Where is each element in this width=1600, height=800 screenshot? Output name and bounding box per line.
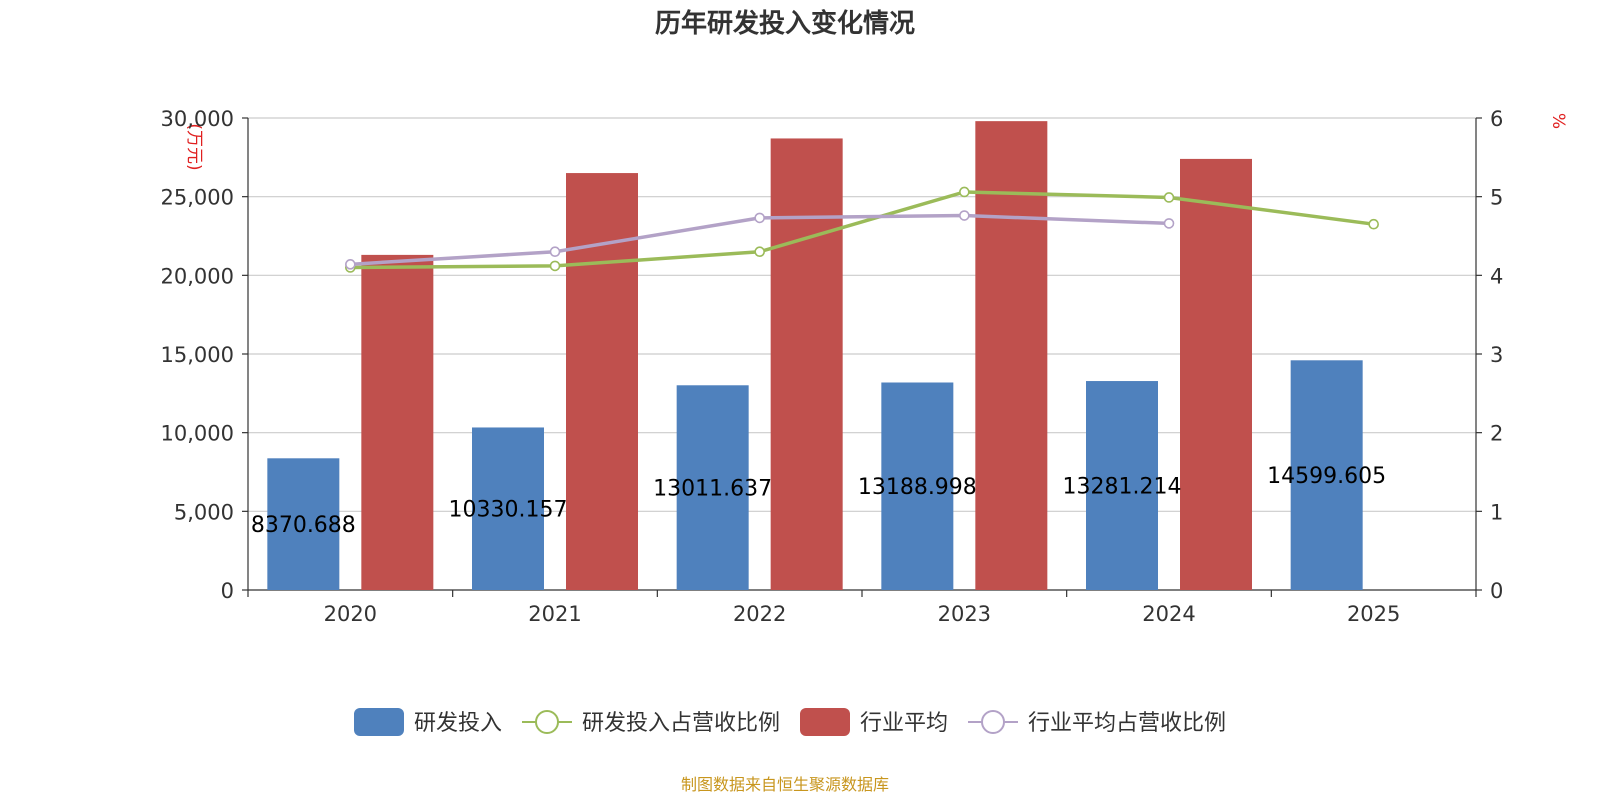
left-tick-label: 0 [221,579,234,603]
legend: 研发投入 研发投入占营收比例 行业平均 行业平均占营收比例 [354,708,1226,736]
data-label: 13011.637 [653,477,772,502]
bar-研发投入-2021 [472,427,544,590]
left-tick-label: 25,000 [161,186,234,210]
left-tick-label: 20,000 [161,264,234,288]
lines [345,186,1379,273]
line-研发投入占营收比例 [350,190,1374,270]
bar-行业平均-2024 [1180,158,1252,590]
data-label: 10330.157 [449,498,568,523]
data-label: 13188.998 [858,475,977,500]
right-tick-label: 0 [1490,579,1503,603]
right-tick-label: 2 [1490,422,1503,446]
bar-行业平均-2021 [566,173,638,591]
x-tick-label: 2022 [733,602,786,626]
x-tick-label: 2020 [324,602,377,626]
bar-研发投入-2022 [676,385,749,590]
data-labels: 8370.688 10330.157 13011.637 13188.998 13281… [251,464,1386,538]
source-note: 制图数据来自恒生聚源数据库 [681,775,889,794]
axes: 0 5,000 10,000 15,000 20,000 25,000 30,000 0 1 2 3… [161,107,1504,626]
point-行业平均占营收比例 [345,259,356,270]
right-tick-label: 3 [1490,343,1503,367]
bar-研发投入-2023 [881,382,954,590]
legend-swatch-行业平均 [800,708,850,736]
data-label: 8370.688 [251,513,356,538]
right-tick-label: 4 [1490,264,1503,288]
left-tick-label: 5,000 [174,500,234,524]
point-行业平均占营收比例 [959,210,970,221]
gridlines [248,117,1476,512]
x-tick-label: 2023 [938,602,991,626]
bar-行业平均-2022 [770,138,843,590]
bar-研发投入-2024 [1086,381,1158,590]
bars [267,121,1363,591]
data-label: 13281.214 [1063,475,1182,500]
legend-label: 行业平均 [860,711,948,736]
left-tick-label: 30,000 [161,107,234,131]
left-tick-label: 15,000 [161,343,234,367]
x-tick-label: 2021 [528,602,581,626]
legend-label: 研发投入占营收比例 [582,711,780,736]
left-axis-unit: (万元) [184,123,204,170]
bar-行业平均-2020 [361,254,434,590]
point-研发投入占营收比例 [754,246,765,258]
left-tick-label: 10,000 [161,422,234,446]
legend-marker-研发投入占营收比例 [535,710,559,734]
bar-研发投入-2025 [1290,360,1363,590]
point-研发投入占营收比例 [1368,218,1379,230]
x-tick-label: 2025 [1347,602,1400,626]
legend-swatch-研发投入 [354,708,404,736]
legend-label: 行业平均占营收比例 [1028,711,1226,736]
right-tick-label: 6 [1490,107,1503,131]
point-研发投入占营收比例 [1163,192,1175,203]
data-label: 14599.605 [1267,464,1386,489]
right-tick-label: 1 [1490,500,1503,524]
point-行业平均占营收比例 [754,212,765,224]
right-tick-label: 5 [1490,186,1503,210]
legend-label: 研发投入 [414,711,502,736]
point-行业平均占营收比例 [1163,218,1175,229]
chart-title: 历年研发投入变化情况 [655,8,915,39]
point-行业平均占营收比例 [549,246,561,258]
right-axis-unit: % [1548,113,1568,129]
point-研发投入占营收比例 [959,186,970,198]
bar-行业平均-2023 [975,121,1048,590]
bar-研发投入-2020 [267,458,340,590]
x-tick-label: 2024 [1142,602,1195,626]
legend-marker-行业平均占营收比例 [981,710,1005,734]
point-研发投入占营收比例 [549,260,561,272]
